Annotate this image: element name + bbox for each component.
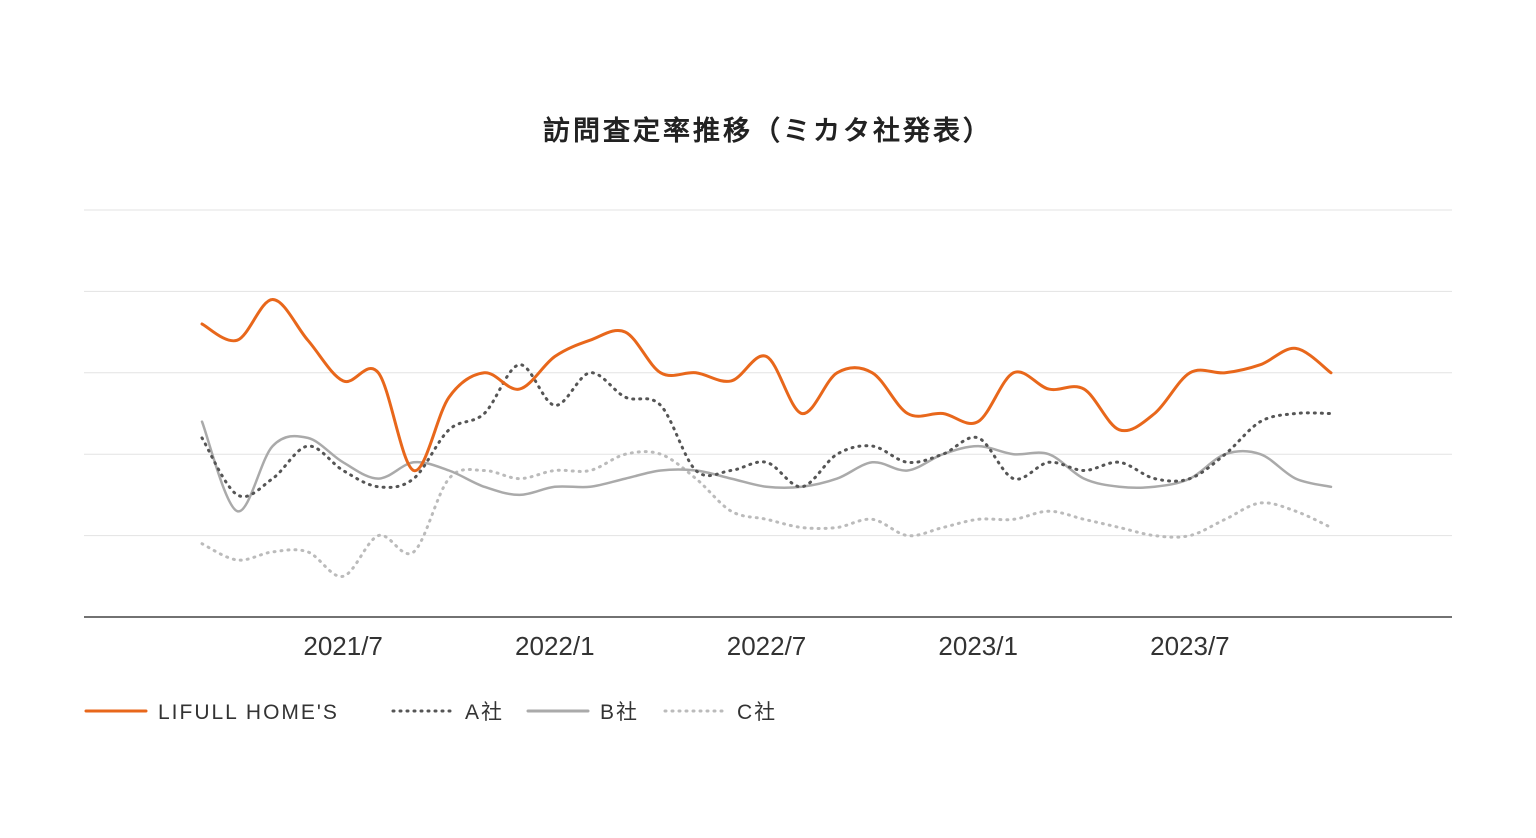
series-lines [200, 298, 1333, 578]
x-tick-label-1: 2022/1 [515, 631, 595, 661]
x-tick-label-2: 2022/7 [727, 631, 807, 661]
legend: LIFULL HOME'S A社 B社 C社 [84, 701, 777, 724]
x-tick-label-0: 2021/7 [303, 631, 383, 661]
series-line-0 [200, 298, 1333, 472]
legend-label-1: A社 [465, 701, 504, 724]
legend-label-3: C社 [737, 701, 777, 724]
x-tick-label-3: 2023/1 [938, 631, 1018, 661]
x-tick-labels: 2021/7 2022/1 2022/7 2023/1 2023/7 [303, 631, 1229, 661]
legend-label-0: LIFULL HOME'S [158, 701, 339, 724]
series-line-3 [200, 450, 1333, 578]
legend-label-2: B社 [600, 701, 639, 724]
x-tick-label-4: 2023/7 [1150, 631, 1230, 661]
chart-title: 訪問査定率推移（ミカタ社発表） [543, 115, 993, 147]
series-line-2 [200, 420, 1333, 513]
